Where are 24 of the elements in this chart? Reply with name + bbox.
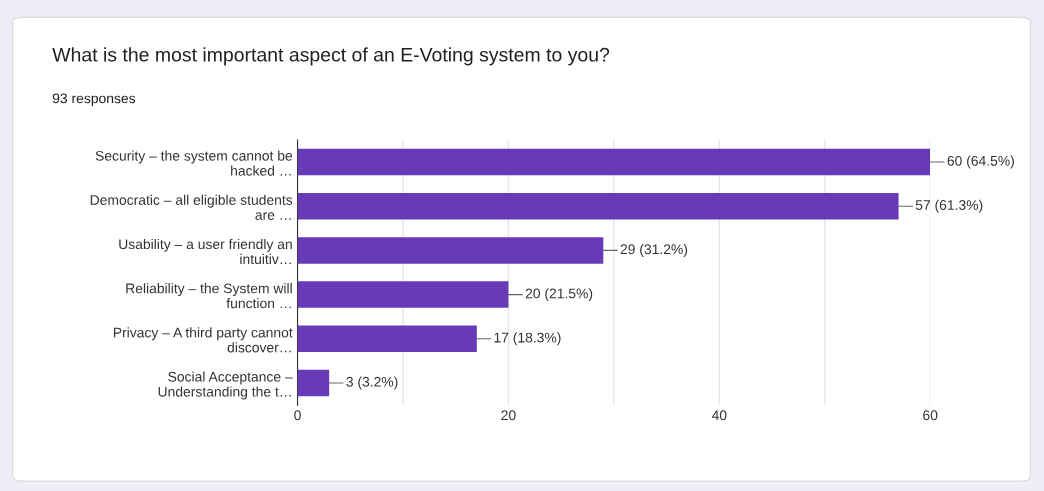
bar	[297, 281, 509, 308]
y-tick-label: Privacy – A third party cannot discover…	[113, 327, 293, 353]
bar	[297, 369, 330, 397]
data-label: 60 (64.5%)	[947, 155, 1014, 169]
x-tick-label: 60	[923, 410, 938, 421]
bar	[297, 325, 477, 353]
y-tick-label: Security – the system cannot be hacked …	[95, 150, 293, 176]
x-tick-label: 20	[501, 410, 516, 421]
chart-title: What is the most important aspect of an E-Voting system to you?	[52, 47, 610, 66]
x-tick-label: 0	[294, 410, 301, 421]
bar	[297, 237, 604, 264]
y-tick-label: Democratic – all eligible students are …	[90, 194, 293, 220]
bar	[297, 148, 931, 176]
data-label: 20 (21.5%)	[525, 288, 593, 302]
text: 93 responses	[52, 93, 136, 106]
y-tick-label: Usability – a user friendly an intuitiv…	[119, 238, 292, 265]
y-tick-label: Reliability – the System will function …	[126, 283, 292, 309]
x-tick-label: 40	[711, 410, 727, 421]
bar	[297, 192, 899, 220]
data-label: 57 (61.3%)	[915, 199, 983, 213]
data-label: 17 (18.3%)	[494, 332, 561, 346]
data-label: 29 (31.2%)	[620, 243, 688, 257]
data-label: 3 (3.2%)	[346, 376, 398, 390]
y-tick-label: Social Acceptance – Understanding the t…	[158, 371, 293, 400]
